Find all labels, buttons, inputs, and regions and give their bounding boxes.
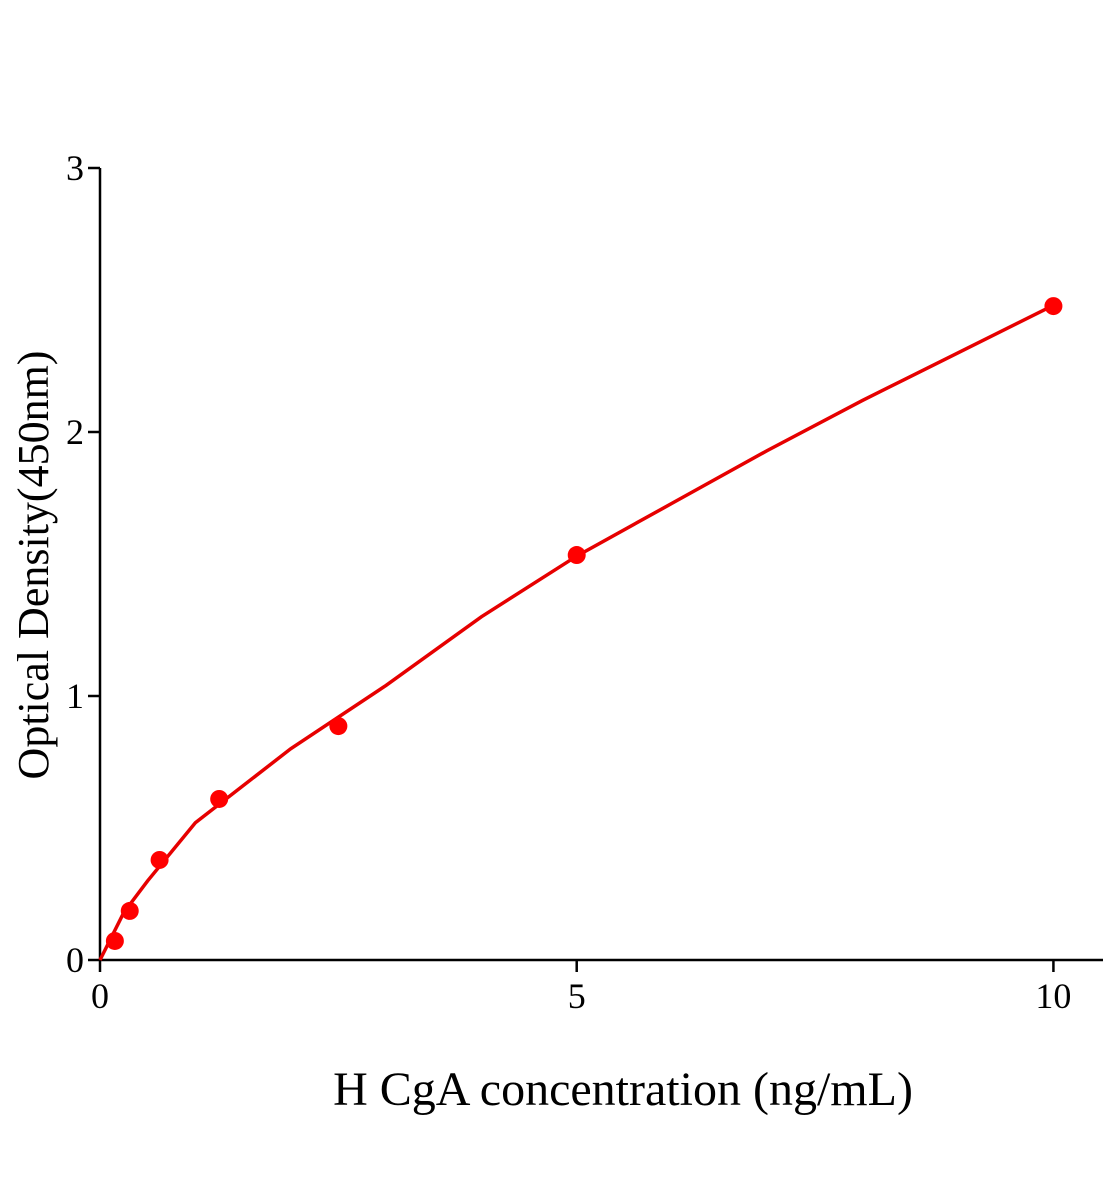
x-axis-label: H CgA concentration (ng/mL) xyxy=(333,1063,913,1116)
data-point xyxy=(105,931,124,950)
y-tick-label: 2 xyxy=(66,412,84,452)
data-point xyxy=(329,717,348,736)
data-point xyxy=(567,546,586,565)
y-tick-label: 1 xyxy=(66,676,84,716)
x-tick-label: 0 xyxy=(91,976,109,1016)
y-axis-label: Optical Density(450nm) xyxy=(9,351,58,780)
data-point xyxy=(120,901,139,920)
data-point xyxy=(1044,297,1063,316)
fit-curve xyxy=(98,303,1055,961)
data-point xyxy=(150,850,169,869)
x-tick-label: 5 xyxy=(568,976,586,1016)
data-point xyxy=(210,789,229,808)
y-tick-label: 0 xyxy=(66,940,84,980)
x-tick-label: 10 xyxy=(1035,976,1071,1016)
y-tick-label: 3 xyxy=(66,148,84,188)
